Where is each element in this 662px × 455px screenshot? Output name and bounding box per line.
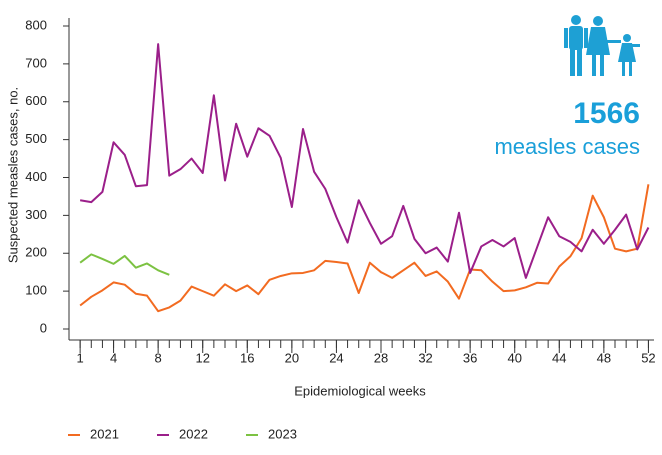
x-tick-label: 16: [240, 350, 254, 365]
x-tick-label: 44: [552, 350, 566, 365]
family-icon: [564, 15, 640, 76]
y-tick-label: 400: [25, 169, 47, 184]
y-axis-title: Suspected measles cases, no.: [5, 87, 20, 263]
x-tick-label: 1: [77, 350, 84, 365]
x-axis-title: Epidemiological weeks: [294, 383, 426, 398]
y-tick-label: 200: [25, 245, 47, 260]
legend-label: 2023: [268, 426, 297, 441]
x-tick-label: 32: [418, 350, 432, 365]
y-tick-label: 700: [25, 55, 47, 70]
x-tick-label: 4: [110, 350, 117, 365]
x-tick-label: 12: [195, 350, 209, 365]
x-tick-label: 28: [374, 350, 388, 365]
legend-label: 2022: [179, 426, 208, 441]
y-tick-label: 500: [25, 131, 47, 146]
y-tick-label: 300: [25, 207, 47, 222]
x-tick-label: 36: [463, 350, 477, 365]
x-tick-label: 48: [597, 350, 611, 365]
series-line: [79, 184, 650, 313]
y-tick-label: 800: [25, 17, 47, 32]
series-line: [79, 253, 170, 276]
annotation-number: 1566: [573, 97, 640, 130]
series-line: [79, 43, 650, 279]
legend-label: 2021: [90, 426, 119, 441]
x-tick-label: 24: [329, 350, 343, 365]
x-tick-label: 8: [155, 350, 162, 365]
x-tick-label: 40: [507, 350, 521, 365]
y-tick-label: 0: [40, 320, 47, 335]
x-tick-label: 52: [641, 350, 655, 365]
y-tick-label: 600: [25, 93, 47, 108]
x-tick-label: 20: [285, 350, 299, 365]
y-tick-label: 100: [25, 283, 47, 298]
annotation-text: measles cases: [494, 134, 640, 159]
